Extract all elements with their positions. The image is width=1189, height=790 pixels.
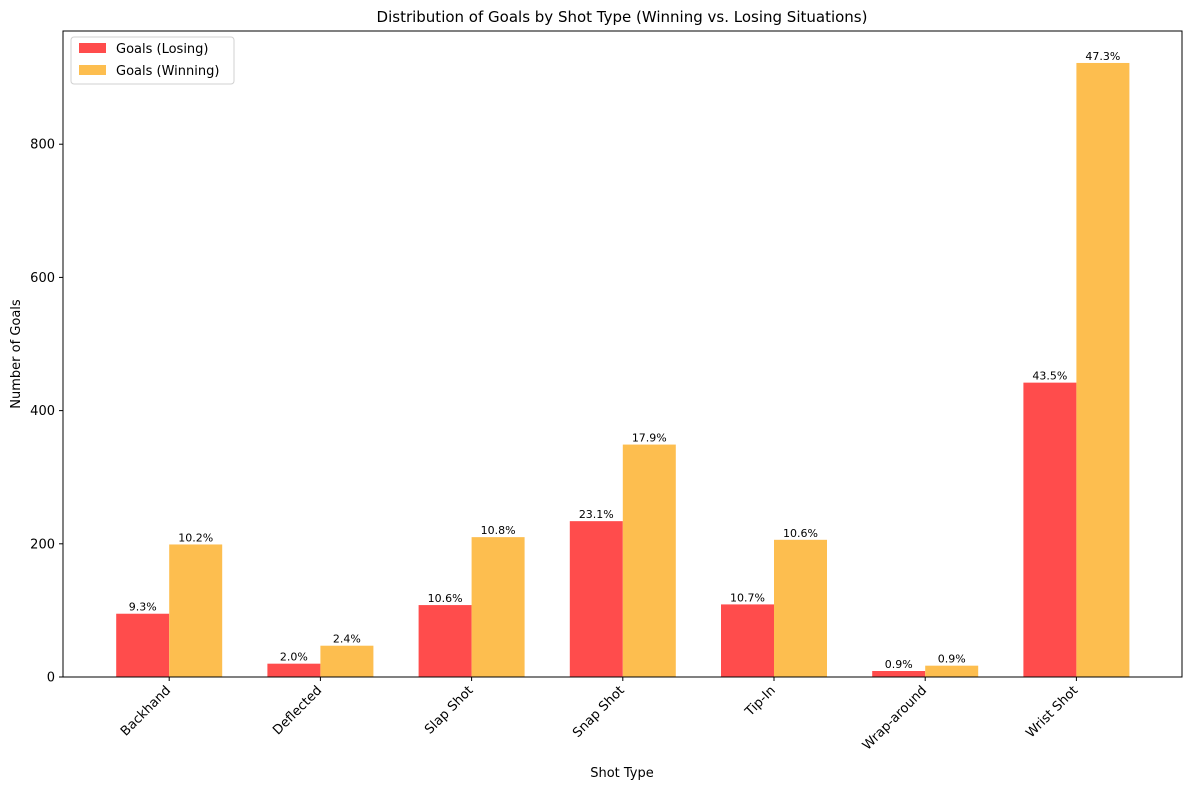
legend-swatch-losing: [79, 43, 106, 53]
x-tick-label-backhand: Backhand: [118, 683, 174, 739]
bar-goals-losing-wrap-around: [872, 671, 926, 677]
data-label-goals-losing-backhand: 9.3%: [129, 601, 157, 614]
legend-swatch-winning: [79, 65, 106, 75]
data-label-goals-losing-wrap-around: 0.9%: [885, 658, 913, 671]
bars-layer: [116, 62, 1130, 677]
bar-goals-losing-tip-in: [721, 604, 774, 677]
data-label-goals-winning-backhand: 10.2%: [178, 531, 213, 544]
data-label-goals-winning-tip-in: 10.6%: [783, 527, 818, 540]
bar-goals-winning-backhand: [169, 544, 223, 677]
data-labels-layer: 9.3% 10.2% 2.0% 2.4% 10.6% 10.8% 23.1% 17.9% 10.…: [129, 50, 1121, 671]
bar-goals-winning-wrist-shot: [1076, 62, 1130, 677]
data-label-goals-winning-slap-shot: 10.8%: [481, 524, 516, 537]
bar-goals-winning-wrap-around: [925, 665, 979, 677]
bar-goals-winning-deflected: [320, 645, 374, 677]
data-label-goals-losing-deflected: 2.0%: [280, 651, 308, 664]
x-tick-label-snap-shot: Snap Shot: [570, 683, 628, 741]
bar-goals-losing-slap-shot: [418, 605, 472, 677]
x-tick-label-slap-shot: Slap Shot: [422, 683, 476, 737]
bar-goals-losing-wrist-shot: [1023, 382, 1077, 677]
data-label-goals-losing-wrist-shot: 43.5%: [1032, 370, 1067, 383]
bar-goals-losing-backhand: [116, 613, 170, 677]
y-tick-label-800: 800: [30, 138, 55, 153]
bar-goals-winning-tip-in: [774, 539, 827, 677]
data-label-goals-winning-snap-shot: 17.9%: [632, 432, 667, 445]
legend-label-winning: Goals (Winning): [116, 64, 219, 79]
x-axis-label: Shot Type: [590, 766, 654, 781]
legend-label-losing: Goals (Losing): [116, 42, 209, 57]
data-label-goals-winning-wrist-shot: 47.3%: [1085, 50, 1120, 63]
y-tick-label-600: 600: [30, 271, 55, 286]
y-axis: 0 200 400 600 800: [30, 138, 63, 686]
x-axis: Backhand Deflected Slap Shot Snap Shot Tip-I…: [118, 677, 1081, 753]
x-tick-label-wrap-around: Wrap-around: [860, 683, 930, 753]
y-tick-label-200: 200: [30, 537, 55, 552]
chart-title: Distribution of Goals by Shot Type (Winn…: [377, 8, 868, 26]
data-label-goals-losing-tip-in: 10.7%: [730, 591, 765, 604]
x-tick-label-deflected: Deflected: [270, 683, 325, 738]
legend-box: [70, 36, 235, 85]
data-label-goals-losing-snap-shot: 23.1%: [579, 508, 614, 521]
y-tick-label-400: 400: [30, 404, 55, 419]
data-label-goals-winning-wrap-around: 0.9%: [938, 653, 966, 666]
x-tick-label-tip-in: Tip-In: [742, 683, 779, 720]
bar-goals-losing-deflected: [267, 663, 321, 677]
data-label-goals-winning-deflected: 2.4%: [333, 633, 361, 646]
data-label-goals-losing-slap-shot: 10.6%: [428, 592, 463, 605]
bar-goals-losing-snap-shot: [569, 521, 623, 677]
bar-goals-winning-snap-shot: [622, 444, 676, 677]
y-tick-label-0: 0: [47, 671, 55, 686]
x-tick-label-wrist-shot: Wrist Shot: [1023, 683, 1081, 741]
bar-goals-winning-slap-shot: [471, 537, 525, 677]
legend: Goals (Losing) Goals (Winning): [70, 36, 235, 85]
y-axis-label: Number of Goals: [9, 299, 24, 409]
